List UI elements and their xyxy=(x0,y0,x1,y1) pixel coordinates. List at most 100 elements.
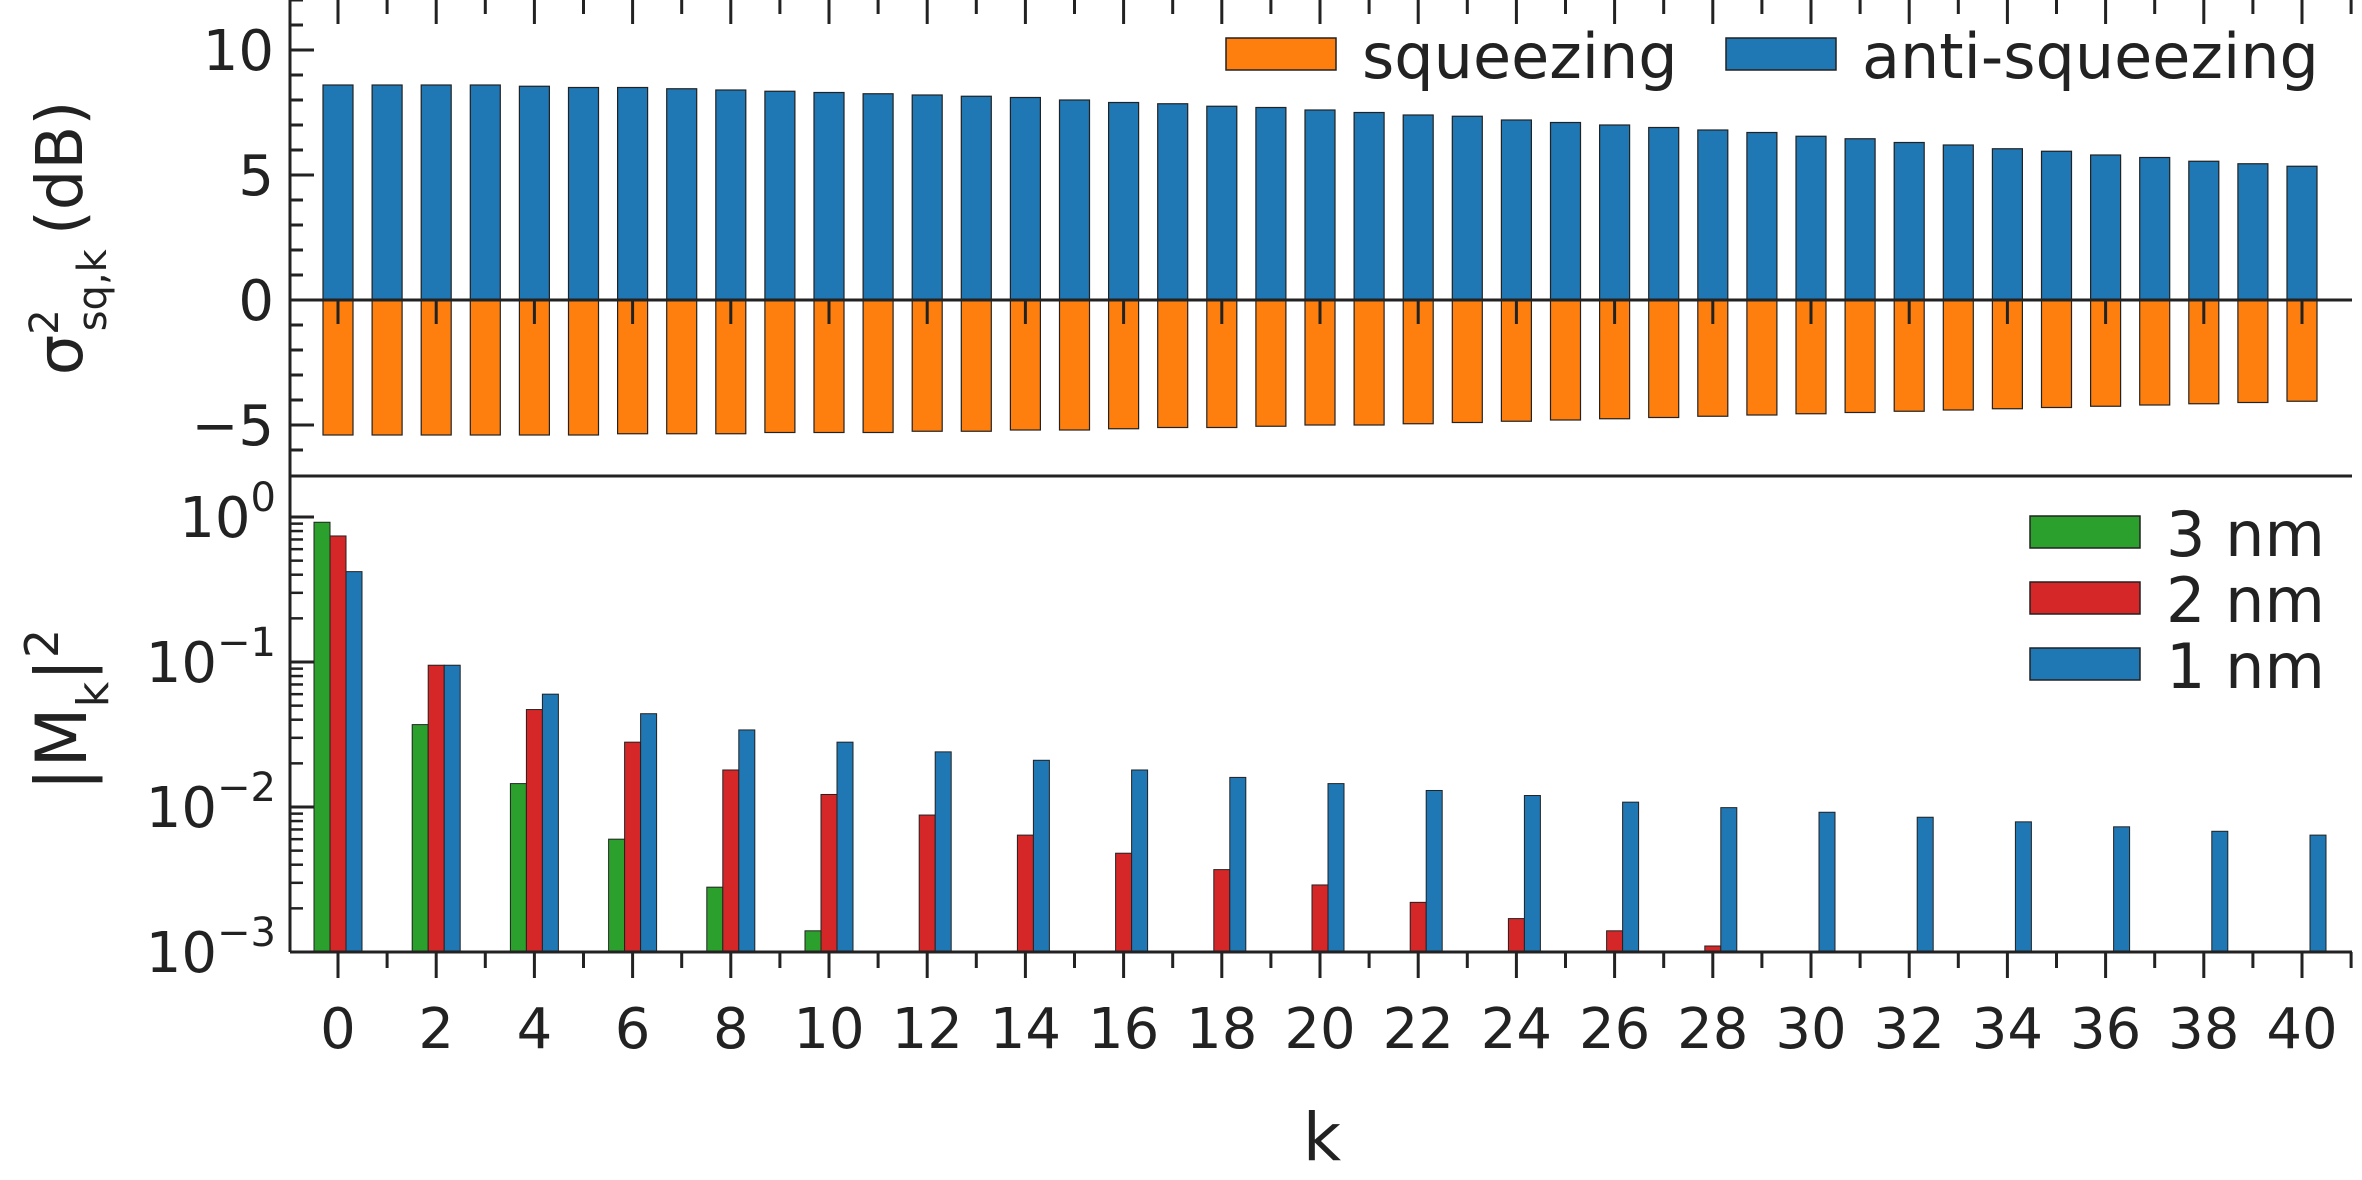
bar-2-nm xyxy=(1016,834,1034,953)
bar-anti-squeezing xyxy=(1009,96,1042,301)
x-tick-label: 38 xyxy=(2168,997,2239,1062)
y-tick-label: 10−2 xyxy=(146,765,276,841)
bar-squeezing xyxy=(764,299,796,434)
bar-anti-squeezing xyxy=(1697,129,1729,301)
x-tick-label: 22 xyxy=(1383,997,1454,1062)
bar-1-nm xyxy=(345,571,363,953)
bar-1-nm xyxy=(1425,789,1443,953)
x-tick-label: 36 xyxy=(2070,997,2141,1062)
bar-2-nm xyxy=(1213,869,1231,953)
legend-label: 1 nm xyxy=(2166,630,2325,703)
legend-label: 2 nm xyxy=(2166,564,2325,637)
bar-anti-squeezing xyxy=(420,84,452,301)
bar-1-nm xyxy=(541,693,559,953)
bar-1-nm xyxy=(2113,826,2131,953)
bar-2-nm xyxy=(1606,930,1624,953)
bar-squeezing xyxy=(2237,299,2269,404)
bar-1-nm xyxy=(2211,830,2229,953)
bar-squeezing xyxy=(1451,299,1483,424)
bar-1-nm xyxy=(1622,801,1640,953)
bar-1-nm xyxy=(1720,807,1738,953)
x-tick-label: 8 xyxy=(713,997,749,1062)
bar-anti-squeezing xyxy=(862,93,894,301)
bar-anti-squeezing xyxy=(1107,101,1140,301)
bar-squeezing xyxy=(1353,299,1385,426)
bar-2-nm xyxy=(722,769,740,953)
bar-3-nm xyxy=(313,521,331,953)
bar-anti-squeezing xyxy=(2090,154,2122,301)
bar-squeezing xyxy=(1157,299,1189,429)
bar-squeezing xyxy=(1648,299,1680,419)
bar-anti-squeezing xyxy=(813,91,845,301)
bar-1-nm xyxy=(1523,795,1541,953)
bar-anti-squeezing xyxy=(1942,144,1974,301)
bottom-panel: 100 10−1 10−2 10−3 |Mk|2 3 nm2 nm1 nm xyxy=(15,474,2352,986)
legend-label: squeezing xyxy=(1362,20,1678,93)
x-tick-label: 6 xyxy=(615,997,651,1062)
bar-1-nm xyxy=(443,664,461,953)
bar-anti-squeezing xyxy=(1058,99,1091,301)
y-tick-label: −5 xyxy=(191,394,274,459)
bar-1-nm xyxy=(2014,821,2032,953)
bar-anti-squeezing xyxy=(567,86,600,301)
legend-swatch xyxy=(2029,581,2141,615)
bar-anti-squeezing xyxy=(616,86,649,301)
bar-squeezing xyxy=(1942,299,1974,411)
bar-3-nm xyxy=(608,838,626,953)
bar-2-nm xyxy=(624,741,642,953)
y-tick-label: 10−3 xyxy=(146,910,276,986)
y-axis-title: |Mk|2 xyxy=(15,629,119,791)
legend-swatch xyxy=(1725,37,1837,71)
bar-anti-squeezing xyxy=(518,85,551,301)
bar-squeezing xyxy=(1844,299,1876,414)
x-tick-label: 12 xyxy=(892,997,963,1062)
bar-3-nm xyxy=(706,886,724,953)
legend-swatch xyxy=(2029,647,2141,681)
bar-anti-squeezing xyxy=(1353,111,1385,301)
bar-squeezing xyxy=(371,299,403,436)
bar-2-nm xyxy=(525,709,543,953)
bar-squeezing xyxy=(2040,299,2073,409)
legend-swatch xyxy=(1225,37,1337,71)
bar-squeezing xyxy=(2139,299,2171,406)
x-tick-label: 24 xyxy=(1481,997,1552,1062)
x-tick-label: 16 xyxy=(1088,997,1159,1062)
bar-anti-squeezing xyxy=(1598,124,1631,301)
legend-label: 3 nm xyxy=(2166,498,2325,571)
bar-1-nm xyxy=(934,751,952,953)
y-tick-label: 10 xyxy=(203,19,274,84)
bar-2-nm xyxy=(1409,901,1427,953)
bar-1-nm xyxy=(1327,783,1345,953)
bar-1-nm xyxy=(836,741,854,953)
bar-anti-squeezing xyxy=(2188,160,2220,301)
bar-anti-squeezing xyxy=(1746,131,1778,301)
bar-anti-squeezing xyxy=(2286,165,2318,301)
y-tick-label: 10−1 xyxy=(146,620,276,696)
bar-anti-squeezing xyxy=(960,95,992,301)
x-tick-label: 28 xyxy=(1677,997,1748,1062)
top-panel: 10 5 0 −5 σ2sq,k(dB) squeezing anti-squeezing xyxy=(22,0,2353,476)
bar-anti-squeezing xyxy=(1795,135,1827,301)
bar-anti-squeezing xyxy=(1500,119,1533,301)
bar-3-nm xyxy=(411,724,429,953)
x-tick-label: 26 xyxy=(1579,997,1650,1062)
legend-label: anti-squeezing xyxy=(1862,20,2319,93)
x-tick-label: 30 xyxy=(1775,997,1846,1062)
bar-2-nm xyxy=(427,664,445,953)
bar-anti-squeezing xyxy=(1991,148,2024,301)
bar-squeezing xyxy=(1058,299,1091,431)
bar-squeezing xyxy=(1009,299,1042,431)
bar-anti-squeezing xyxy=(764,90,796,301)
bar-anti-squeezing xyxy=(322,84,354,301)
x-axis: 0 2 4 6 8 10 12 14 16 18 20 22 24 26 28 30 32 34 36 38 40 xyxy=(320,952,2353,1062)
bar-anti-squeezing xyxy=(911,94,943,301)
x-tick-label: 34 xyxy=(1972,997,2043,1062)
bar-anti-squeezing xyxy=(1451,115,1483,301)
x-tick-label: 40 xyxy=(2266,997,2337,1062)
bar-1-nm xyxy=(640,713,658,953)
bar-anti-squeezing xyxy=(469,84,501,301)
bar-2-nm xyxy=(1115,852,1133,953)
bar-anti-squeezing xyxy=(2040,150,2073,301)
x-tick-label: 18 xyxy=(1186,997,1257,1062)
